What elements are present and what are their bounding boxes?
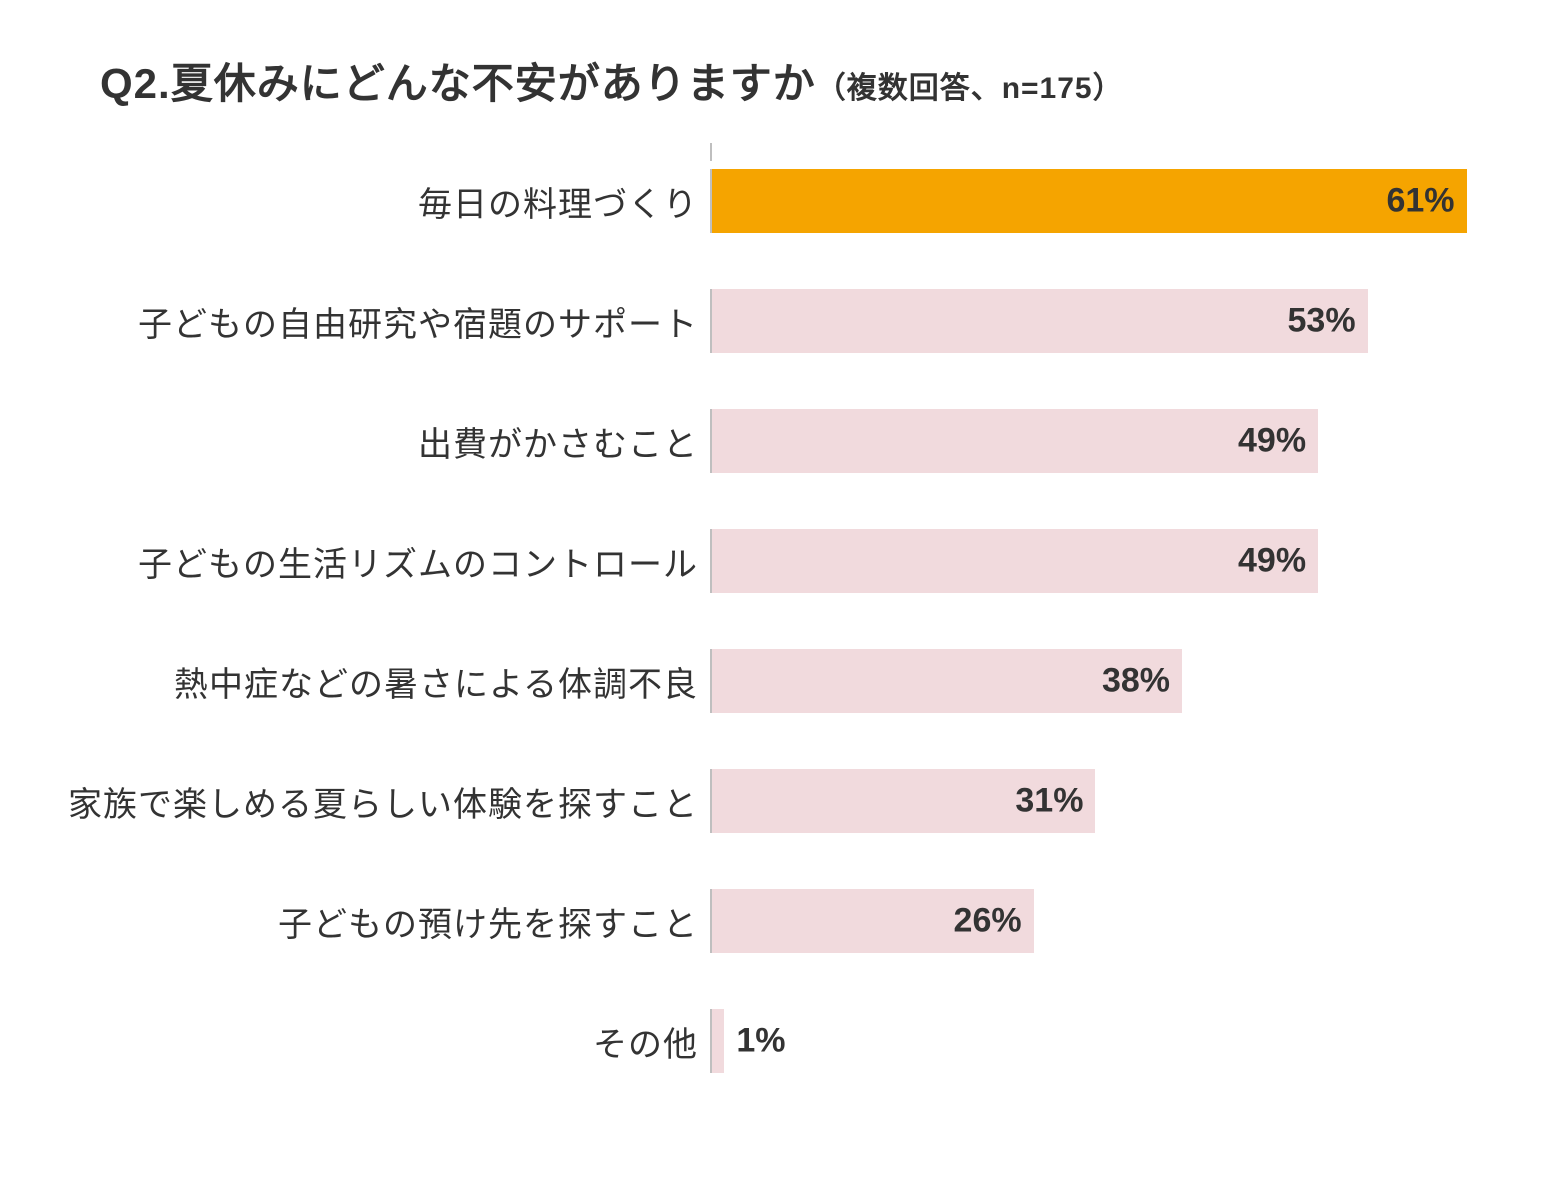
chart-row: 出費がかさむこと 49% (30, 401, 1516, 481)
bar (712, 1009, 724, 1073)
category-label: 家族で楽しめる夏らしい体験を探すこと (30, 777, 710, 826)
chart-container: Q2.夏休みにどんな不安がありますか（複数回答、n=175） 毎日の料理づくり 6… (0, 0, 1546, 1181)
chart-title: Q2.夏休みにどんな不安がありますか（複数回答、n=175） (100, 50, 1516, 111)
value-label: 53% (1288, 302, 1356, 341)
category-label: 毎日の料理づくり (30, 177, 710, 226)
bar-track: 38% (710, 649, 1516, 713)
chart-row: 子どもの生活リズムのコントロール 49% (30, 521, 1516, 601)
chart-title-sub: （複数回答、n=175） (816, 72, 1124, 105)
bar-track: 49% (710, 409, 1516, 473)
bar (712, 529, 1318, 593)
chart-row: 毎日の料理づくり 61% (30, 161, 1516, 241)
bar-track: 31% (710, 769, 1516, 833)
chart-row: 熱中症などの暑さによる体調不良 38% (30, 641, 1516, 721)
bar (712, 409, 1318, 473)
bar (712, 289, 1368, 353)
chart-row: 子どもの自由研究や宿題のサポート 53% (30, 281, 1516, 361)
category-label: 出費がかさむこと (30, 417, 710, 466)
category-label: その他 (30, 1017, 710, 1066)
category-label: 子どもの預け先を探すこと (30, 897, 710, 946)
bar (712, 169, 1467, 233)
value-label: 31% (1015, 782, 1083, 821)
category-label: 子どもの自由研究や宿題のサポート (30, 297, 710, 346)
chart-row: 子どもの預け先を探すこと 26% (30, 881, 1516, 961)
value-label: 1% (736, 1022, 785, 1061)
category-label: 子どもの生活リズムのコントロール (30, 537, 710, 586)
chart-title-main: Q2.夏休みにどんな不安がありますか (100, 60, 816, 107)
chart-row: 家族で楽しめる夏らしい体験を探すこと 31% (30, 761, 1516, 841)
value-label: 26% (954, 902, 1022, 941)
category-label: 熱中症などの暑さによる体調不良 (30, 657, 710, 706)
value-label: 49% (1238, 542, 1306, 581)
bar-track: 1% (710, 1009, 1516, 1073)
bar-track: 61% (710, 169, 1516, 233)
value-label: 61% (1386, 182, 1454, 221)
plot-area: 毎日の料理づくり 61% 子どもの自由研究や宿題のサポート 53% 出費がかさむこと 49… (30, 161, 1516, 1081)
bar-track: 49% (710, 529, 1516, 593)
bar-track: 26% (710, 889, 1516, 953)
bar-track: 53% (710, 289, 1516, 353)
value-label: 38% (1102, 662, 1170, 701)
chart-row: その他 1% (30, 1001, 1516, 1081)
axis-tick-top (710, 143, 712, 161)
value-label: 49% (1238, 422, 1306, 461)
